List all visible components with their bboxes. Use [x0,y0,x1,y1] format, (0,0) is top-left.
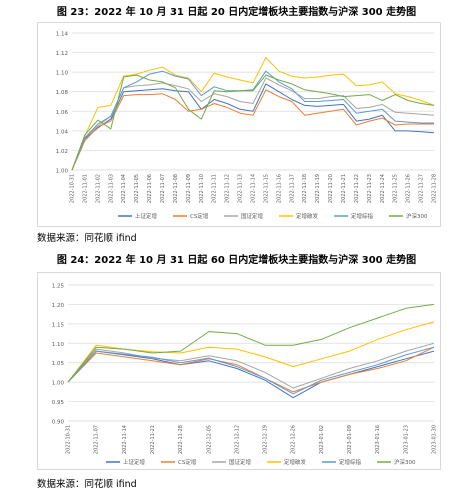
x-tick-label: 2022-11-11 [212,174,218,203]
legend-label: 上证定增 [135,212,157,220]
x-tick-label: 2022-12-19 [263,425,269,454]
x-tick-label: 2022-11-18 [302,174,308,203]
series-line [71,70,434,171]
legend-label: 定增破发 [296,212,319,220]
x-tick-label: 2023-01-16 [375,425,381,454]
x-tick-label: 2022-10-31 [70,174,76,203]
y-tick-label: 1.15 [52,322,65,328]
x-tick-label: 2023-01-23 [403,425,409,454]
series-line [67,321,435,383]
series-line [67,342,435,389]
x-tick-label: 2022-11-05 [134,174,140,203]
x-tick-label: 2022-11-14 [122,425,128,454]
x-tick-label: 2022-11-09 [186,174,192,203]
y-tick-label: 1.00 [56,169,69,175]
y-tick-label: 1.10 [56,71,69,77]
x-tick-label: 2022-11-28 [178,425,184,454]
y-tick-label: 1.10 [52,342,65,348]
x-tick-label: 2022-11-07 [94,425,100,454]
y-tick-label: 1.00 [52,381,65,387]
figure2-title: 图 24：2022 年 10 月 31 日起 60 日内定增板块主要指数与沪深 … [56,255,417,266]
x-tick-label: 2022-11-15 [263,174,269,203]
x-tick-label: 2022-11-14 [251,174,257,203]
x-tick-label: 2022-11-21 [150,425,156,454]
y-tick-label: 0.90 [52,420,65,426]
x-tick-label: 2022-12-05 [206,425,212,454]
figure2-source: 数据来源：同花顺 ifind [37,479,137,490]
series-line [67,303,435,383]
legend-label: 定增综指 [339,458,362,466]
x-tick-label: 2022-11-25 [393,174,399,203]
x-tick-label: 2022-12-12 [234,425,240,454]
series-line [71,74,435,171]
y-tick-label: 1.02 [56,149,68,155]
x-tick-label: 2022-11-19 [315,174,321,203]
x-tick-label: 2022-11-24 [380,174,386,203]
x-tick-label: 2022-11-21 [341,174,347,203]
y-tick-label: 1.20 [52,303,65,309]
x-tick-label: 2022-10-31 [66,425,72,454]
y-tick-label: 0.95 [52,400,65,406]
x-tick-label: 2023-01-30 [432,425,438,454]
x-tick-label: 2022-11-17 [289,174,295,203]
x-tick-label: 2022-11-16 [276,174,282,203]
y-tick-label: 1.25 [52,284,65,290]
y-tick-label: 1.04 [56,129,69,135]
x-tick-label: 2022-11-27 [419,174,425,203]
x-tick-label: 2022-11-01 [82,174,88,203]
legend-label: 国证定增 [241,212,263,220]
x-tick-label: 2022-11-07 [160,174,166,203]
x-tick-label: 2022-11-22 [354,174,360,203]
x-tick-label: 2023-01-09 [347,425,353,454]
legend-label: 定增综指 [351,212,374,220]
y-tick-label: 1.08 [56,90,69,96]
series-line [71,89,434,171]
series-line [67,346,435,393]
series-line [71,77,435,171]
x-tick-label: 2023-01-02 [319,425,325,454]
series-line [67,346,435,395]
x-tick-label: 2022-11-06 [147,174,153,203]
x-tick-label: 2022-11-20 [328,174,334,203]
series-line [71,83,435,171]
x-tick-label: 2022-11-13 [238,174,244,203]
x-tick-label: 2022-11-03 [108,174,114,203]
legend-label: CS定增 [190,212,208,220]
legend-label: 沪深300 [406,212,428,220]
series-line [71,57,435,171]
x-tick-label: 2022-11-12 [225,174,231,203]
legend-label: 定增破发 [284,458,307,466]
x-tick-label: 2022-11-10 [199,174,205,203]
legend-label: 上证定增 [123,458,145,466]
x-tick-label: 2022-11-26 [406,174,412,203]
x-tick-label: 2022-11-02 [95,174,101,203]
x-tick-label: 2022-11-04 [121,174,127,203]
x-tick-label: 2022-11-08 [173,174,179,203]
series-line [67,350,435,399]
chart1-frame: 1.00 1.02 1.04 1.06 1.08 1.10 1.12 1.14 2022-10-… [37,22,441,227]
legend-label: 国证定增 [229,458,251,466]
y-tick-label: 1.05 [52,361,65,367]
x-tick-label: 2022-12-26 [291,425,297,454]
y-tick-label: 1.14 [56,32,69,38]
legend-label: 沪深300 [394,458,416,466]
chart1: 1.00 1.02 1.04 1.06 1.08 1.10 1.12 1.14 2022-10-… [56,32,438,221]
y-tick-label: 1.06 [56,110,69,116]
x-tick-label: 2022-11-23 [367,174,373,203]
legend-label: CS定增 [178,458,196,466]
chart2: 0.90 0.95 1.00 1.05 1.10 1.15 1.20 1.25 2022-10-… [52,284,438,467]
x-tick-label: 2022-11-28 [432,174,438,203]
figure1-source: 数据来源：同花顺 ifind [37,233,137,244]
chart2-frame: 0.90 0.95 1.00 1.05 1.10 1.15 1.20 1.25 2022-10-… [37,272,441,470]
y-tick-label: 1.12 [56,51,68,57]
figure1-title: 图 23：2022 年 10 月 31 日起 20 日内定增板块主要指数与沪深 … [56,7,417,18]
